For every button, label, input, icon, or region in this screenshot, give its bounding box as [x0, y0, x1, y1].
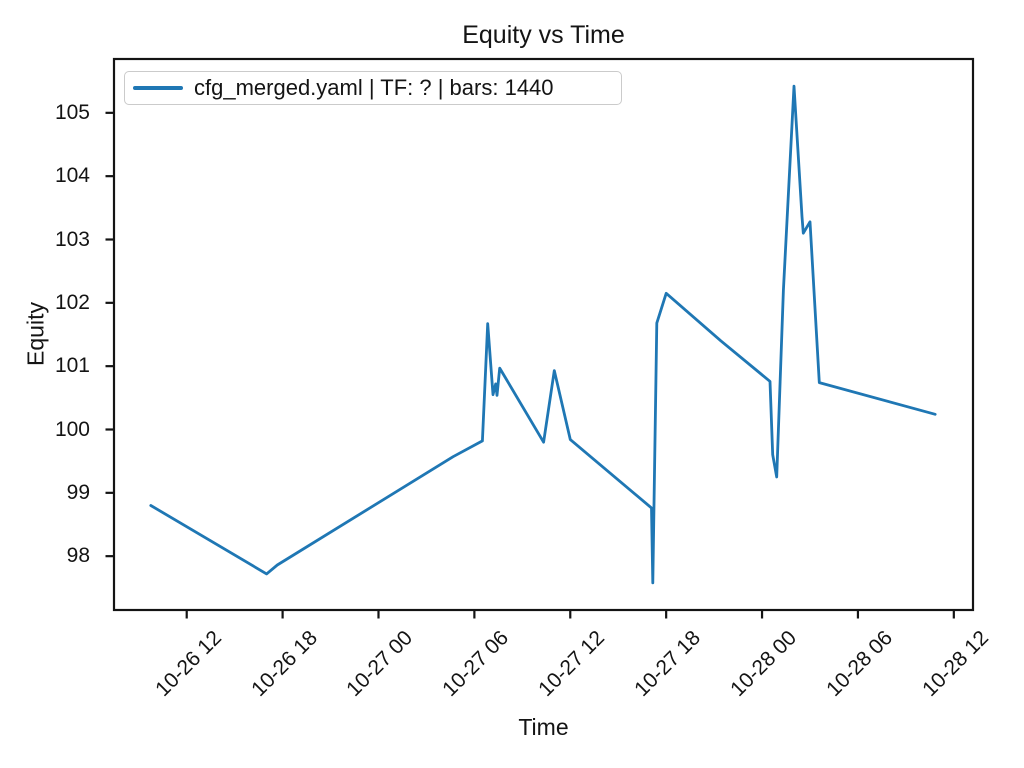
legend-entry-label: cfg_merged.yaml | TF: ? | bars: 1440 [194, 75, 554, 100]
axes-frame [112, 57, 975, 612]
y-tick-label: 102 [54, 290, 90, 314]
y-tick-label: 100 [54, 417, 90, 441]
chart-title: Equity vs Time [462, 21, 625, 49]
y-tick-label: 105 [54, 100, 90, 124]
y-tick-label: 104 [54, 164, 90, 188]
legend-line-sample [133, 86, 183, 90]
y-tick-label: 99 [66, 480, 90, 504]
y-tick-label: 103 [54, 227, 90, 251]
y-tick-label: 98 [66, 544, 90, 568]
y-tick-label: 101 [54, 354, 90, 378]
legend: cfg_merged.yaml | TF: ? | bars: 1440 [124, 71, 622, 105]
equity-line [149, 84, 937, 585]
x-axis-label: Time [518, 714, 569, 740]
